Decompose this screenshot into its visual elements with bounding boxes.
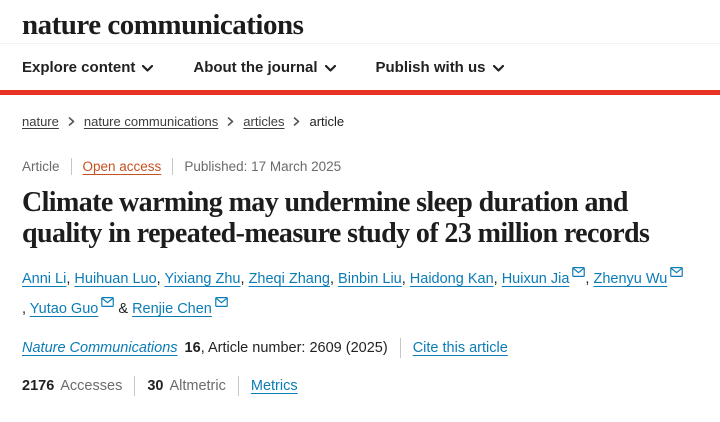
article-type-label: Article [22,159,60,174]
nav-explore-content[interactable]: Explore content [22,58,154,76]
author: Zheqi Zhang, [249,271,338,287]
breadcrumb-link-nature[interactable]: nature [22,114,59,129]
author: Yutao Guo & [29,297,133,317]
metrics-row: 2176 Accesses 30 Altmetric Metrics [22,376,698,396]
email-icon[interactable] [101,297,115,317]
brand-red-divider [0,90,720,95]
nav-item-label: Explore content [22,58,136,76]
author-separator: & [114,301,133,317]
author-separator: , [329,271,339,287]
chevron-down-icon [324,64,336,72]
author-separator: , [240,271,249,287]
author: Zhenyu Wu, [22,267,684,317]
chevron-down-icon [142,64,154,72]
altmetric-count: 30 [147,378,164,394]
author-link[interactable]: Yutao Guo [29,301,99,317]
breadcrumb: nature nature communications articles ar… [22,114,698,129]
site-header: nature communications [0,0,720,44]
breadcrumb-link-articles[interactable]: articles [243,114,285,129]
open-access-link[interactable]: Open access [82,159,162,174]
metrics-link[interactable]: Metrics [250,378,298,394]
main-nav: Explore content About the journal Publis… [0,44,720,90]
chevron-right-icon [227,117,234,126]
author-link[interactable]: Yixiang Zhu [164,271,241,287]
author-link[interactable]: Binbin Liu [338,271,402,287]
author-separator: , [66,271,75,287]
divider [399,338,401,358]
chevron-right-icon [294,117,300,126]
cite-this-article-link[interactable]: Cite this article [412,340,508,356]
author: Anni Li, [22,271,74,287]
author: Haidong Kan, [410,271,502,287]
author-link[interactable]: Zhenyu Wu [593,271,668,287]
divider [172,158,174,175]
breadcrumb-link-nature-communications[interactable]: nature communications [83,114,219,129]
chevron-right-icon [68,117,75,126]
author: Renjie Chen [132,297,228,317]
divider [237,376,239,396]
email-icon[interactable] [215,297,228,317]
article-number-text: , Article number: 2609 (2025) [200,340,388,356]
article-meta-row: Article Open access Published: 17 March … [22,158,698,175]
published-date: Published: 17 March 2025 [184,159,342,174]
nav-item-label: About the journal [193,58,318,76]
chevron-down-icon [492,64,504,72]
altmetric-label: Altmetric [169,378,226,394]
author-separator: , [493,271,502,287]
nav-about-journal[interactable]: About the journal [193,58,336,76]
journal-logo[interactable]: nature communications [22,9,304,41]
journal-link[interactable]: Nature Communications [22,340,178,356]
author-link[interactable]: Anni Li [22,271,67,287]
divider [70,158,72,175]
author-link[interactable]: Zheqi Zhang [248,271,330,287]
author: Huihuan Luo, [74,271,164,287]
author-link[interactable]: Huixun Jia [501,271,570,287]
volume-number: 16 [184,340,201,356]
nav-publish-with-us[interactable]: Publish with us [376,59,504,76]
author-link[interactable]: Renjie Chen [132,301,212,317]
author-link[interactable]: Haidong Kan [409,271,494,287]
author-separator: , [401,271,410,287]
email-icon[interactable] [572,267,586,287]
author: Yixiang Zhu, [164,271,248,287]
article-title: Climate warming may undermine sleep dura… [22,187,650,249]
author: Huixun Jia, [501,267,594,287]
author-link[interactable]: Huihuan Luo [74,271,157,287]
author-list: Anni Li, Huihuan Luo, Yixiang Zhu, Zheqi… [22,264,684,324]
citation-row: Nature Communications 16 , Article numbe… [22,338,698,358]
email-icon[interactable] [670,267,684,287]
accesses-count: 2176 [22,378,55,394]
author: Binbin Liu, [338,271,410,287]
author-separator: , [585,271,594,287]
accesses-label: Accesses [60,378,123,394]
author-separator: , [22,301,30,317]
author-separator: , [156,271,165,287]
breadcrumb-current-article: article [309,114,345,129]
divider [134,376,136,396]
nav-item-label: Publish with us [375,58,486,76]
